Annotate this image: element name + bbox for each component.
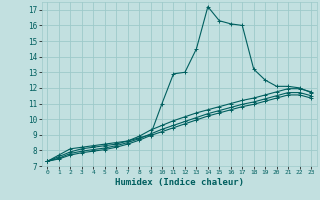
X-axis label: Humidex (Indice chaleur): Humidex (Indice chaleur)	[115, 178, 244, 187]
